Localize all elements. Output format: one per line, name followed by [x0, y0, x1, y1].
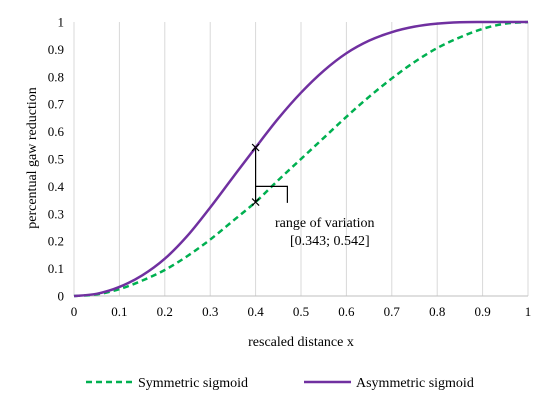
series — [73, 20, 529, 298]
y-axis-label: percentual gaw reduction — [25, 87, 40, 229]
series-asymmetric-sigmoid — [73, 20, 528, 298]
x-tick-label: 0.8 — [429, 304, 445, 319]
annotations: range of variation [0.343; 0.542] — [251, 143, 375, 249]
range-x-mark — [251, 143, 260, 152]
range-x-mark — [251, 198, 260, 206]
axes — [73, 22, 528, 297]
x-tick-label: 0.7 — [384, 304, 401, 319]
y-tick-label: 0.7 — [48, 97, 65, 112]
x-tick-label: 0.4 — [247, 304, 264, 319]
x-axis-label: rescaled distance x — [248, 335, 354, 350]
series-symmetric-sigmoid — [73, 20, 529, 298]
x-tick-label: 0.5 — [293, 304, 309, 319]
y-tick-label: 0.8 — [48, 69, 64, 84]
x-tick-label: 0.6 — [338, 304, 355, 319]
range-label: range of variation — [275, 216, 375, 231]
y-tick-label: 0 — [58, 289, 65, 304]
grid — [118, 22, 529, 296]
y-tick-label: 0.5 — [48, 152, 64, 167]
legend-symmetric-label: Symmetric sigmoid — [138, 376, 248, 391]
x-tick-label: 0.9 — [474, 304, 490, 319]
y-tick-label: 0.3 — [48, 206, 64, 221]
x-tick-label: 0.1 — [111, 304, 127, 319]
x-tick-label: 0.3 — [202, 304, 218, 319]
tick-labels: 0 0.1 0.2 0.3 0.4 0.5 0.6 0.7 0.8 0.9 1 0 0.1 0.2 0.3 0… — [48, 15, 532, 320]
x-tick-label: 0 — [71, 304, 78, 319]
legend: Symmetric sigmoid Asymmetric sigmoid — [86, 376, 474, 391]
y-tick-label: 0.2 — [48, 234, 64, 249]
y-tick-label: 1 — [58, 15, 65, 30]
legend-asymmetric-label: Asymmetric sigmoid — [356, 376, 474, 391]
x-tick-label: 1 — [525, 304, 532, 319]
y-tick-label: 0.1 — [48, 261, 64, 276]
y-tick-label: 0.9 — [48, 42, 64, 57]
range-bracket — [255, 185, 288, 203]
x-tick-label: 0.2 — [157, 304, 173, 319]
y-tick-label: 0.4 — [48, 179, 65, 194]
y-tick-label: 0.6 — [48, 124, 65, 139]
range-values: [0.343; 0.542] — [290, 234, 370, 249]
